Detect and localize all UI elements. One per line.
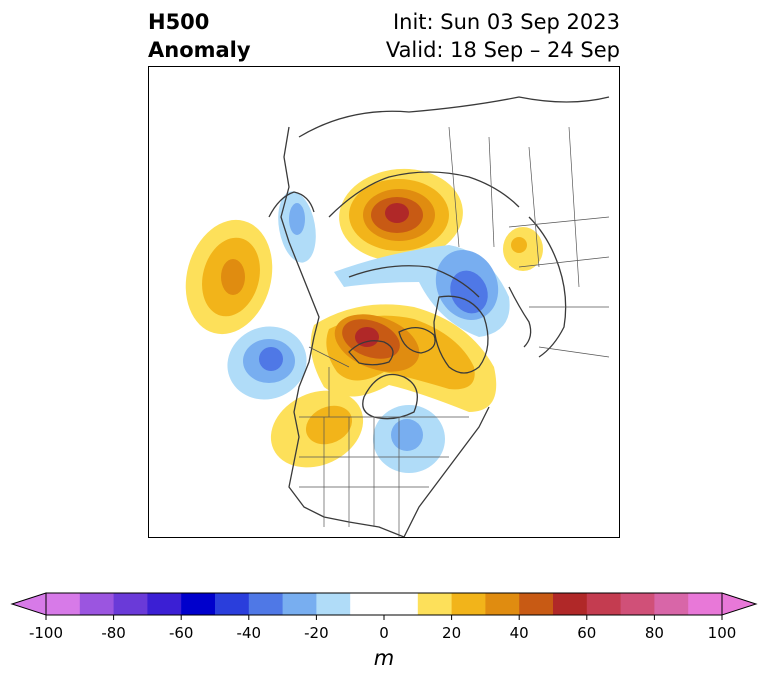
colorbar-segment — [350, 593, 419, 615]
colorbar-segment — [113, 593, 148, 615]
positive-anomaly-canada — [310, 304, 497, 412]
colorbar-tick-label: 20 — [442, 624, 462, 642]
colorbar-tick-label: 40 — [509, 624, 529, 642]
colorbar-segment — [46, 593, 81, 615]
colorbar-segment — [147, 593, 182, 615]
negative-anomaly-eastus — [373, 405, 445, 473]
colorbar-segment — [586, 593, 622, 615]
title-anomaly: Anomaly — [148, 38, 251, 62]
colorbar-over-arrow — [721, 592, 758, 616]
colorbar-tick-label: -20 — [304, 624, 329, 642]
positive-anomaly-arctic — [339, 168, 463, 262]
anomaly-map — [148, 66, 620, 538]
title-variable: H500 — [148, 10, 210, 34]
negative-anomaly-west — [278, 191, 316, 263]
coastlines — [268, 96, 610, 537]
colorbar-tick-label: -100 — [28, 624, 64, 642]
colorbar — [10, 592, 758, 620]
colorbar-segment — [620, 593, 655, 615]
colorbar-segment — [417, 593, 453, 615]
colorbar-segment — [654, 593, 689, 615]
colorbar-tick-label: -40 — [236, 624, 262, 642]
colorbar-segment — [316, 593, 351, 615]
colorbar-segment — [215, 593, 250, 615]
colorbar-tick-label: 80 — [644, 624, 664, 642]
borders — [299, 126, 610, 537]
colorbar-segment — [553, 593, 588, 615]
colorbar-segment — [485, 593, 520, 615]
colorbar-tick-label: 60 — [577, 624, 597, 642]
colorbar-unit-label: m — [373, 646, 395, 670]
colorbar-segment — [181, 593, 216, 615]
colorbar-segment — [248, 593, 284, 615]
title-block-right: Init: Sun 03 Sep 2023 Valid: 18 Sep – 24… — [386, 8, 620, 64]
title-block-left: H500 Anomaly — [148, 8, 251, 64]
positive-anomaly-asia — [503, 227, 543, 271]
negative-anomaly-pacific — [227, 326, 307, 400]
colorbar-tick-label: -80 — [101, 624, 126, 642]
colorbar-segment — [282, 593, 317, 615]
colorbar-tick-label: 100 — [707, 624, 737, 642]
colorbar-segment — [79, 593, 115, 615]
colorbar-under-arrow — [10, 592, 47, 616]
colorbar-segment — [519, 593, 554, 615]
positive-anomaly-pacific — [185, 219, 273, 335]
anomaly-shading — [185, 168, 543, 473]
colorbar-segment — [451, 593, 486, 615]
colorbar-segment — [688, 593, 723, 615]
colorbar-tick-label: 0 — [379, 624, 389, 642]
colorbar-tick-label: -60 — [168, 624, 194, 642]
init-date: Init: Sun 03 Sep 2023 — [392, 10, 620, 34]
valid-range: Valid: 18 Sep – 24 Sep — [385, 38, 620, 62]
